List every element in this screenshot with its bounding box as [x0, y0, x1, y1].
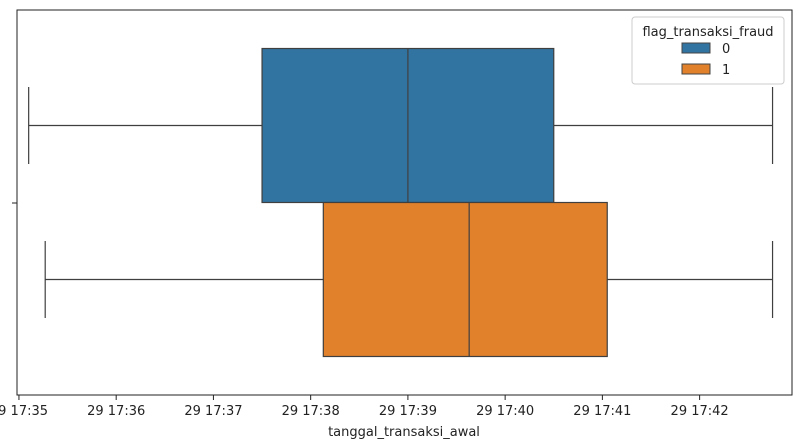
- x-tick-label: 29 17:42: [671, 404, 729, 419]
- legend-label-1: 1: [722, 63, 730, 78]
- x-tick-label: 29 17:38: [282, 404, 340, 419]
- x-tick-label: 29 17:36: [87, 404, 145, 419]
- x-tick-label: 29 17:41: [573, 404, 631, 419]
- legend-swatch-0: [681, 42, 711, 54]
- x-tick-label: 29 17:35: [0, 404, 48, 419]
- x-tick-label: 29 17:39: [379, 404, 437, 419]
- legend: flag_transaksi_fraud 0 1: [631, 16, 785, 85]
- legend-title: flag_transaksi_fraud: [642, 25, 773, 40]
- legend-label-0: 0: [722, 42, 730, 57]
- box-group: [28, 47, 774, 358]
- x-tick-label: 29 17:40: [476, 404, 534, 419]
- box-1: [322, 201, 608, 358]
- legend-swatch-1: [681, 63, 711, 75]
- x-axis: 29 17:35 29 17:36 29 17:37 29 17:38 29 17:39…: [0, 395, 729, 419]
- x-tick-label: 29 17:37: [184, 404, 242, 419]
- x-axis-label: tanggal_transaksi_awal: [328, 425, 480, 440]
